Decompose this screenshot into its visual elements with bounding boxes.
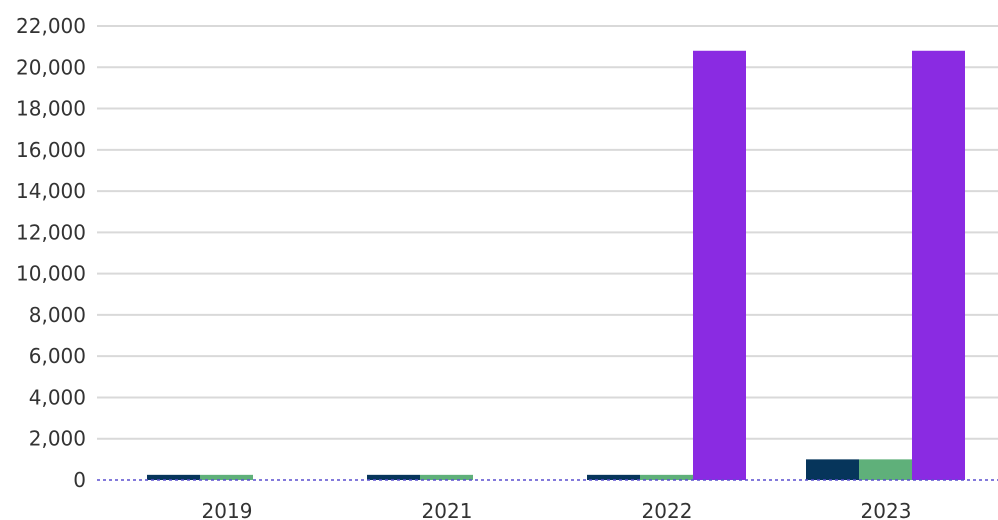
y-tick-label: 4,000 — [29, 385, 86, 409]
x-axis-tick-labels: 2019 2021 2022 2023 — [202, 499, 912, 520]
x-tick-label: 2019 — [202, 499, 253, 520]
y-tick-label: 6,000 — [29, 344, 86, 368]
bars — [147, 50, 965, 480]
y-tick-label: 10,000 — [16, 262, 86, 286]
bar-2021-series-1 — [367, 474, 420, 480]
bar-2023-series-3 — [912, 50, 965, 480]
bar-2023-series-2 — [859, 459, 912, 480]
y-tick-label: 16,000 — [16, 138, 86, 162]
x-tick-label: 2021 — [422, 499, 473, 520]
y-tick-label: 14,000 — [16, 179, 86, 203]
bar-2022-series-3 — [693, 50, 746, 480]
bar-2021-series-2 — [420, 474, 473, 480]
y-axis-tick-labels: 0 2,000 4,000 6,000 8,000 10,000 12,000 14,000 1… — [16, 14, 86, 492]
y-tick-label: 0 — [73, 468, 86, 492]
y-tick-label: 2,000 — [29, 427, 86, 451]
bar-2022-series-2 — [640, 474, 693, 480]
y-tick-label: 20,000 — [16, 55, 86, 79]
bar-2022-series-1 — [587, 474, 640, 480]
bar-2019-series-1 — [147, 474, 200, 480]
bar-2023-series-1 — [806, 459, 859, 480]
x-tick-label: 2023 — [861, 499, 912, 520]
y-tick-label: 8,000 — [29, 303, 86, 327]
y-tick-label: 18,000 — [16, 97, 86, 121]
x-tick-label: 2022 — [642, 499, 693, 520]
y-tick-label: 22,000 — [16, 14, 86, 38]
gridlines — [97, 25, 998, 440]
y-tick-label: 12,000 — [16, 220, 86, 244]
bar-2019-series-2 — [200, 474, 253, 480]
